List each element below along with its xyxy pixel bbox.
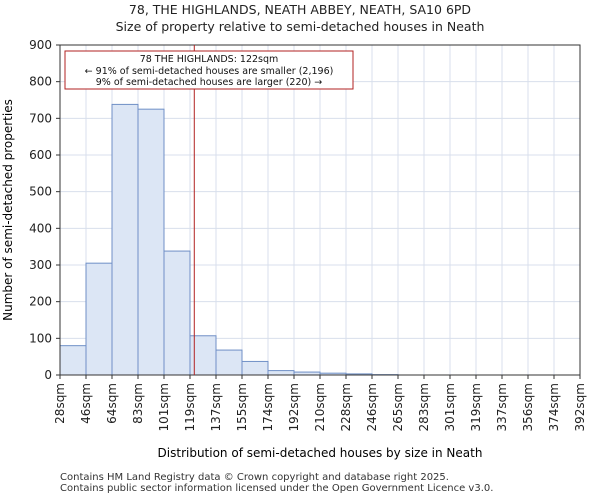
bars bbox=[59, 103, 399, 376]
x-tick-label: 119sqm bbox=[183, 383, 197, 431]
y-tick-label: 300 bbox=[29, 258, 52, 272]
y-tick-label: 800 bbox=[29, 75, 52, 89]
x-tick-label: 265sqm bbox=[391, 383, 405, 431]
x-tick-label: 46sqm bbox=[79, 383, 93, 424]
x-tick-label: 356sqm bbox=[521, 383, 535, 431]
bar bbox=[267, 370, 295, 376]
x-axis-label: Distribution of semi-detached houses by … bbox=[158, 446, 483, 460]
annotation-box: 78 THE HIGHLANDS: 122sqm ← 91% of semi-d… bbox=[64, 50, 354, 90]
x-tick-label: 192sqm bbox=[287, 383, 301, 431]
x-tick-label: 228sqm bbox=[339, 383, 353, 431]
y-tick-label: 200 bbox=[29, 295, 52, 309]
annotation-line1: 78 THE HIGHLANDS: 122sqm bbox=[140, 54, 279, 65]
x-tick-label: 319sqm bbox=[469, 383, 483, 431]
chart-title-line2: Size of property relative to semi-detach… bbox=[115, 19, 485, 34]
bar bbox=[163, 250, 191, 376]
x-tick-label: 83sqm bbox=[131, 383, 145, 424]
x-tick-label: 137sqm bbox=[209, 383, 223, 431]
x-tick-label: 174sqm bbox=[261, 383, 275, 431]
y-axis-label: Number of semi-detached properties bbox=[1, 99, 15, 321]
bar bbox=[241, 360, 269, 376]
x-tick-label: 337sqm bbox=[495, 383, 509, 431]
x-tick-label: 210sqm bbox=[313, 383, 327, 431]
axes: 0 100 200 300 400 500 600 700 800 900 28sqm 46sqm 64… bbox=[29, 38, 587, 431]
y-tick-label: 100 bbox=[29, 331, 52, 345]
y-tick-label: 600 bbox=[29, 148, 52, 162]
chart-title-line1: 78, THE HIGHLANDS, NEATH ABBEY, NEATH, S… bbox=[128, 2, 472, 17]
bar bbox=[111, 103, 139, 376]
bar bbox=[85, 262, 113, 376]
x-tick-label: 246sqm bbox=[365, 383, 379, 431]
footer-line2: Contains public sector information licen… bbox=[60, 483, 494, 494]
footer-line1: Contains HM Land Registry data © Crown c… bbox=[60, 472, 449, 483]
y-tick-label: 0 bbox=[44, 368, 52, 382]
x-tick-label: 301sqm bbox=[443, 383, 457, 431]
bar bbox=[137, 108, 165, 376]
y-tick-label: 500 bbox=[29, 185, 52, 199]
x-tick-label: 64sqm bbox=[105, 383, 119, 424]
y-tick-label: 400 bbox=[29, 221, 52, 235]
y-tick-label: 700 bbox=[29, 111, 52, 125]
x-tick-label: 101sqm bbox=[157, 383, 171, 431]
x-tick-label: 392sqm bbox=[573, 383, 587, 431]
annotation-line2: ← 91% of semi-detached houses are smalle… bbox=[85, 66, 334, 77]
bar bbox=[215, 349, 243, 376]
x-tick-label: 283sqm bbox=[417, 383, 431, 431]
annotation-border bbox=[64, 50, 354, 90]
x-tick-label: 155sqm bbox=[235, 383, 249, 431]
x-tick-label: 374sqm bbox=[547, 383, 561, 431]
annotation-line3: 9% of semi-detached houses are larger (2… bbox=[96, 77, 323, 88]
x-tick-label: 28sqm bbox=[53, 383, 67, 424]
y-tick-label: 900 bbox=[29, 38, 52, 52]
bar bbox=[59, 345, 87, 376]
